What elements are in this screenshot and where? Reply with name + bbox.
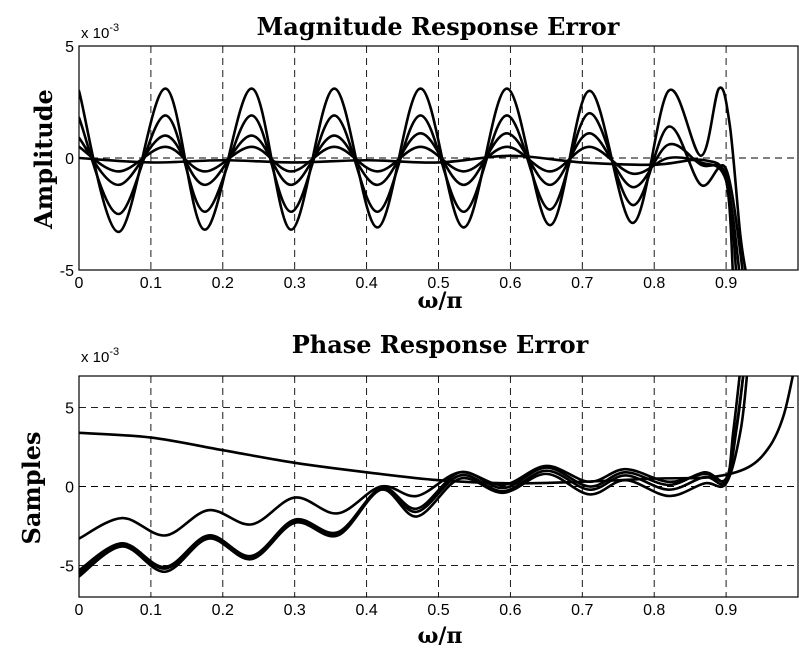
magnitude-y-tick-label: 5 xyxy=(65,39,74,56)
phase-y-tick-label: 0 xyxy=(65,480,74,497)
magnitude-x-tick-label: 0.8 xyxy=(643,275,665,292)
magnitude-response-panel: Magnitude Response Error x 10-3 Amplitud… xyxy=(29,12,799,314)
magnitude-series-3-line xyxy=(79,132,738,270)
magnitude-chart-title: Magnitude Response Error xyxy=(257,12,620,41)
magnitude-x-axis-label: ω/π xyxy=(417,288,462,314)
phase-curves xyxy=(79,376,795,578)
phase-ticks: 0 0.1 0.2 0.3 0.4 0.5 0.6 0.7 0.8 0.9 -5 0 5 xyxy=(60,401,738,619)
phase-plot-frame xyxy=(78,375,799,598)
magnitude-curves xyxy=(79,86,747,270)
magnitude-ticks: 0 0.1 0.2 0.3 0.4 0.5 0.6 0.7 0.8 0.9-505 xyxy=(60,39,738,292)
phase-x-tick-label: 0.8 xyxy=(643,602,665,619)
phase-x-tick-label: 0.5 xyxy=(427,602,449,619)
magnitude-x-tick-label: 0.6 xyxy=(499,275,521,292)
phase-x-tick-label: 0.4 xyxy=(355,602,377,619)
magnitude-y-tick-label: 0 xyxy=(65,151,74,168)
phase-x-tick-label: 0.2 xyxy=(212,602,234,619)
phase-series-5-line xyxy=(79,376,749,575)
phase-x-tick-label: 0 xyxy=(75,602,84,619)
phase-x-tick-label: 0.6 xyxy=(499,602,521,619)
phase-response-panel: Phase Response Error x 10-3 Samples ω/π … xyxy=(17,330,799,649)
magnitude-x-tick-label: 0 xyxy=(75,275,84,292)
amplitude-axis-label: Amplitude xyxy=(29,89,58,230)
phase-y-tick-label: 5 xyxy=(65,401,74,418)
phase-series-1-line xyxy=(79,376,795,485)
phase-series-3-line xyxy=(79,376,741,572)
magnitude-series-1-line xyxy=(79,86,747,270)
phase-x-tick-label: 0.3 xyxy=(284,602,306,619)
phase-x-axis-label: ω/π xyxy=(417,623,462,649)
phase-chart-title: Phase Response Error xyxy=(292,330,589,359)
magnitude-x-tick-label: 0.2 xyxy=(212,275,234,292)
magnitude-series-5-line xyxy=(79,154,735,270)
magnitude-scale-label: x 10-3 xyxy=(81,22,119,42)
phase-grid xyxy=(79,376,798,597)
phase-series-4-line xyxy=(79,376,745,578)
magnitude-x-tick-label: 0.7 xyxy=(571,275,593,292)
magnitude-series-4-line xyxy=(79,145,741,270)
magnitude-x-tick-label: 0.1 xyxy=(140,275,162,292)
phase-x-tick-label: 0.9 xyxy=(715,602,737,619)
phase-x-tick-label: 0.7 xyxy=(571,602,593,619)
magnitude-grid xyxy=(79,46,798,270)
samples-axis-label: Samples xyxy=(17,432,46,545)
magnitude-plot-frame xyxy=(78,45,799,271)
magnitude-series-2-line xyxy=(79,111,744,270)
phase-x-tick-label: 0.1 xyxy=(140,602,162,619)
magnitude-x-tick-label: 0.9 xyxy=(715,275,737,292)
phase-y-tick-label: -5 xyxy=(60,558,74,575)
magnitude-x-tick-label: 0.5 xyxy=(427,275,449,292)
phase-scale-label: x 10-3 xyxy=(81,346,119,366)
magnitude-x-tick-label: 0.3 xyxy=(284,275,306,292)
magnitude-y-tick-label: -5 xyxy=(60,263,74,280)
phase-series-2-line xyxy=(79,376,745,540)
magnitude-x-tick-label: 0.4 xyxy=(355,275,377,292)
